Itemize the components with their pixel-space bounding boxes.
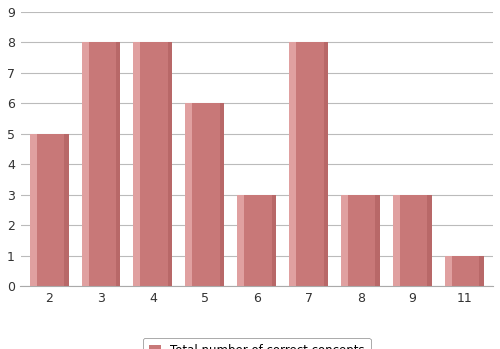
Bar [393, 195, 432, 286]
Bar [30, 134, 68, 286]
Bar [289, 43, 296, 286]
Bar [82, 43, 120, 286]
Bar [220, 103, 224, 286]
Bar [186, 103, 192, 286]
Bar [134, 43, 140, 286]
Bar [445, 256, 484, 286]
Legend: Total number of correct concepts: Total number of correct concepts [143, 338, 370, 349]
Bar [82, 43, 88, 286]
Bar [186, 103, 224, 286]
Bar [376, 195, 380, 286]
Bar [30, 134, 36, 286]
Bar [428, 195, 432, 286]
Bar [393, 195, 400, 286]
Bar [289, 43, 328, 286]
Bar [168, 43, 172, 286]
Bar [341, 195, 348, 286]
Bar [116, 43, 120, 286]
Bar [324, 43, 328, 286]
Bar [480, 256, 484, 286]
Bar [238, 195, 277, 286]
Bar [238, 195, 244, 286]
Bar [341, 195, 380, 286]
Bar [134, 43, 172, 286]
Bar [64, 134, 68, 286]
Bar [445, 256, 452, 286]
Bar [272, 195, 276, 286]
